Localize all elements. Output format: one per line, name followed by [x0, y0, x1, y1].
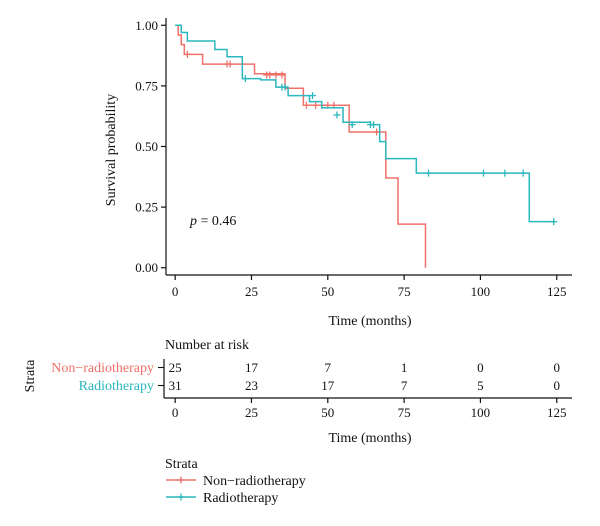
survival-line-non-radiotherapy [175, 24, 427, 268]
risk-cell: 17 [321, 378, 335, 393]
censor-mark [501, 169, 509, 177]
y-axis-label: Survival probability [104, 94, 119, 206]
y-tick-label: 0.75 [135, 78, 158, 93]
censor-mark [519, 169, 527, 177]
x-tick-label: 0 [172, 284, 179, 299]
censor-mark [479, 169, 487, 177]
risk-cell: 23 [245, 378, 258, 393]
legend-item-radiotherapy: Radiotherapy [166, 491, 278, 506]
risk-cell: 0 [553, 378, 560, 393]
risk-table-title: Number at risk [165, 338, 249, 353]
y-axis: 0.00 0.25 0.50 0.75 1.00 [135, 18, 167, 275]
risk-x-tick-label: 125 [547, 405, 567, 420]
x-tick-label: 25 [245, 284, 258, 299]
p-value-prefix: p [189, 214, 197, 229]
risk-row-label-radiotherapy: Radiotherapy [79, 379, 154, 394]
censor-mark [312, 101, 320, 109]
censor-mark [425, 169, 433, 177]
censor-mark [348, 121, 356, 129]
x-axis-label: Time (months) [328, 314, 411, 329]
x-tick-label: 100 [471, 284, 491, 299]
risk-x-tick-label: 0 [172, 405, 179, 420]
risk-table-rows: Non−radiotherapy 25 17 7 1 0 0 Radiotherapy 31 23… [51, 360, 560, 394]
legend: Strata Non−radiotherapy Radiotherapy [165, 457, 306, 506]
series-radiotherapy [175, 24, 558, 226]
x-axis: 0 25 50 75 100 125 [166, 274, 572, 299]
x-tick-label: 75 [398, 284, 411, 299]
risk-cell: 7 [401, 378, 408, 393]
censor-mark [370, 121, 378, 129]
y-tick-label: 0.25 [135, 200, 158, 215]
legend-items: Non−radiotherapy Radiotherapy [166, 474, 306, 506]
censor-mark [278, 71, 286, 79]
censor-mark [241, 75, 249, 83]
risk-x-tick-label: 75 [398, 405, 411, 420]
risk-cell: 0 [477, 360, 484, 375]
p-value-text: = 0.46 [197, 214, 236, 229]
y-tick-label: 0.00 [135, 260, 158, 275]
risk-cell: 5 [477, 378, 484, 393]
y-tick-label: 1.00 [135, 18, 158, 33]
risk-x-tick-label: 50 [321, 405, 334, 420]
censor-mark [333, 111, 341, 119]
censor-mark [226, 60, 234, 68]
censor-mark [266, 71, 274, 79]
legend-item-non-radiotherapy: Non−radiotherapy [166, 474, 306, 489]
km-plot: Survival probability 0.00 0.25 0.50 0.75 1.0… [104, 18, 572, 329]
censor-mark [281, 83, 289, 91]
y-tick-label: 0.50 [135, 139, 158, 154]
risk-cell: 17 [245, 360, 259, 375]
risk-cell: 7 [325, 360, 332, 375]
censor-mark [309, 92, 317, 100]
risk-cell: 1 [401, 360, 408, 375]
p-value-annotation: p = 0.46 [189, 214, 236, 229]
censor-mark [302, 101, 310, 109]
legend-label-radiotherapy: Radiotherapy [203, 491, 278, 506]
legend-label-non-radiotherapy: Non−radiotherapy [203, 474, 306, 489]
censor-mark [183, 50, 191, 58]
risk-row-label-non-radiotherapy: Non−radiotherapy [51, 361, 154, 376]
risk-x-axis-label: Time (months) [328, 431, 411, 446]
risk-x-tick-label: 25 [245, 405, 258, 420]
censor-mark [272, 71, 280, 79]
risk-strata-axis-label: Strata [23, 359, 38, 392]
legend-title: Strata [165, 457, 198, 472]
risk-table: Number at risk Strata Non−radiotherapy 25… [23, 338, 572, 446]
x-tick-label: 125 [547, 284, 567, 299]
x-tick-label: 50 [321, 284, 334, 299]
censor-mark [550, 218, 558, 226]
risk-cell: 25 [169, 360, 182, 375]
series-non-radiotherapy [175, 24, 427, 268]
risk-x-tick-label: 100 [471, 405, 491, 420]
survival-curves [175, 24, 558, 268]
risk-cell: 31 [169, 378, 182, 393]
risk-cell: 0 [553, 360, 560, 375]
survival-line-radiotherapy [175, 24, 554, 223]
risk-x-axis: 0 25 50 75 100 125 [163, 359, 572, 420]
